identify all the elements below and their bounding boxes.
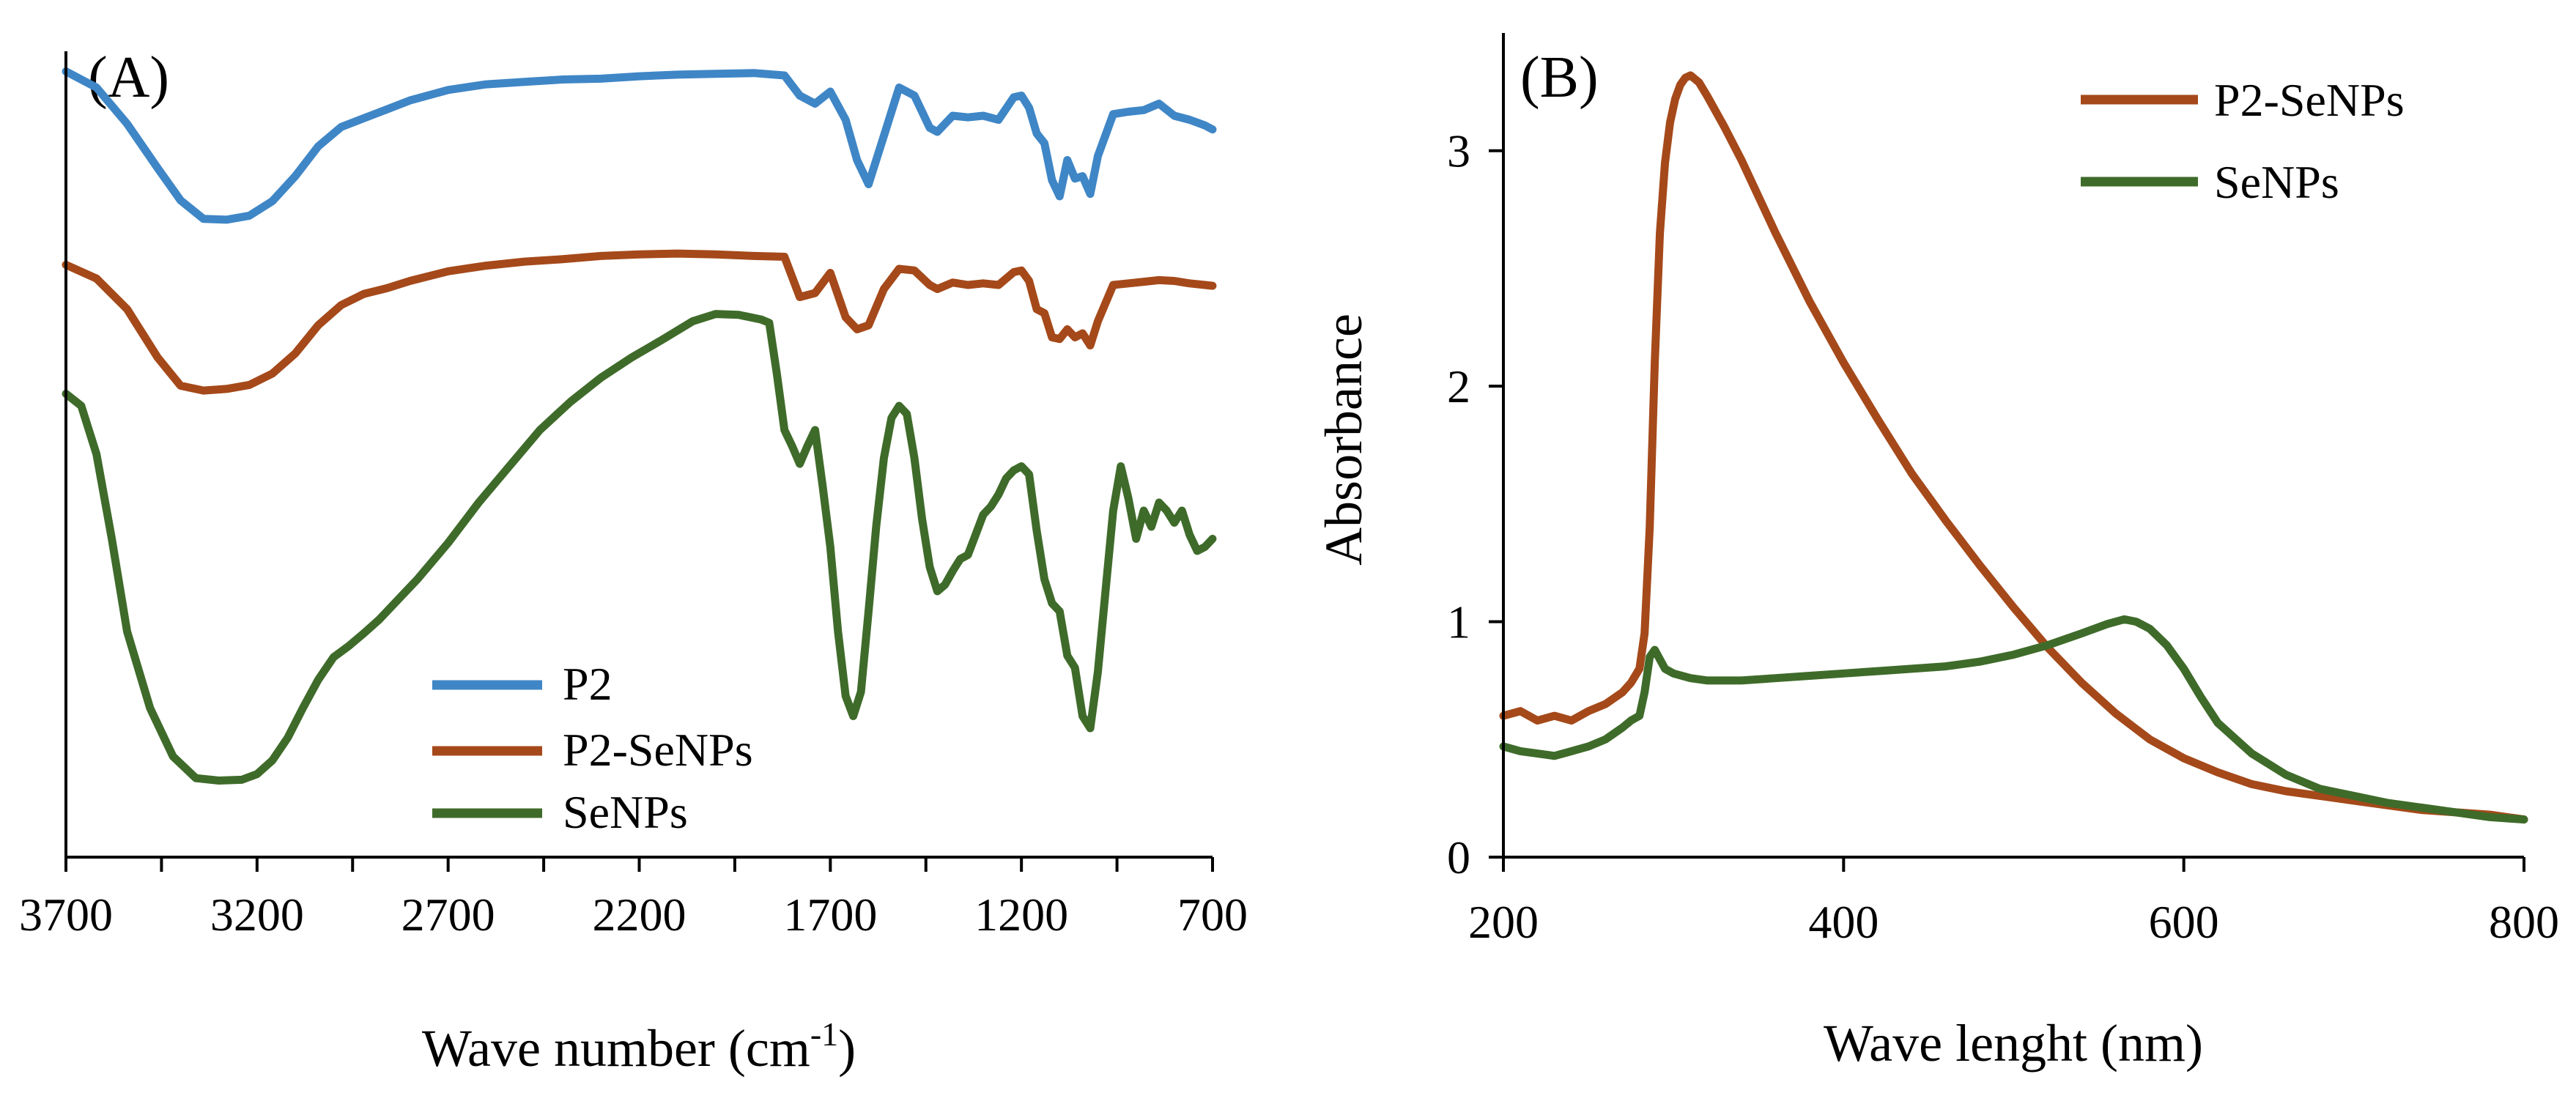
panel-b-series-line-p2-senps — [1499, 71, 2528, 824]
panel-b-y-tick-label: 3 — [1447, 125, 1470, 177]
panel-a-legend: P2 P2-SeNPs SeNPs — [432, 658, 753, 838]
panel-b-x-tick-label: 200 — [1468, 896, 1539, 948]
panel-a-legend-label-p2-senps: P2-SeNPs — [563, 724, 753, 776]
panel-a-x-tick-label: 3700 — [19, 889, 113, 941]
panel-a-label: (A) — [88, 45, 169, 110]
panel-a-series-line-senps — [62, 310, 1217, 785]
panel-a-x-tick-label: 1200 — [974, 889, 1068, 941]
panel-a-series-line-p2-senps — [62, 249, 1217, 395]
panel-a-x-tick-label: 3200 — [210, 889, 304, 941]
panel-a-x-tick-label: 2200 — [593, 889, 686, 941]
panel-b-x-tick-label: 400 — [1808, 896, 1879, 948]
panel-a-x-tick-label: 700 — [1177, 889, 1248, 941]
panel-b-y-tick-label: 1 — [1447, 596, 1470, 648]
panel-b-legend: P2-SeNPs SeNPs — [2081, 74, 2405, 208]
panel-a-x-tick-label: 1700 — [783, 889, 877, 941]
panel-b-x-ticks: 200 400 600 800 — [1468, 857, 2559, 948]
panel-a-x-ticks: 3700 3200 2700 2200 1700 1200 700 — [19, 857, 1248, 941]
panel-a-series-group — [62, 67, 1217, 785]
panel-b-y-ticks: 0 1 2 3 — [1447, 125, 1503, 884]
panel-b-x-axis-title: Wave lenght (nm) — [1824, 1014, 2203, 1073]
panel-b-series-group — [1499, 71, 2528, 824]
panel-b-x-tick-label: 800 — [2489, 896, 2559, 948]
panel-b-label: (B) — [1520, 45, 1599, 110]
panel-a-x-tick-label: 2700 — [401, 889, 495, 941]
panel-b-y-tick-label: 2 — [1447, 360, 1470, 412]
panel-b-y-tick-label: 0 — [1447, 831, 1470, 884]
panel-b-series-line-senps — [1499, 615, 2528, 824]
panel-a-legend-label-senps: SeNPs — [563, 786, 688, 838]
panel-b-legend-label-p2-senps: P2-SeNPs — [2214, 74, 2405, 126]
panel-a-series-line-p2 — [62, 67, 1217, 224]
panel-b-x-tick-label: 600 — [2149, 896, 2219, 948]
panel-a-chart: (A) 3700 3200 2700 2200 1700 1200 700 Wave num… — [19, 45, 1248, 1078]
panel-b-y-axis-title: Absorbance — [1314, 314, 1373, 566]
panel-a-x-axis-title: Wave number (cm-1) — [422, 1015, 856, 1078]
panel-b-legend-label-senps: SeNPs — [2214, 156, 2339, 208]
panel-b-chart: (B) 200 400 600 800 0 1 2 3 Wave lenght (nm) A… — [1314, 33, 2559, 1073]
panel-a-legend-label-p2: P2 — [563, 658, 612, 710]
